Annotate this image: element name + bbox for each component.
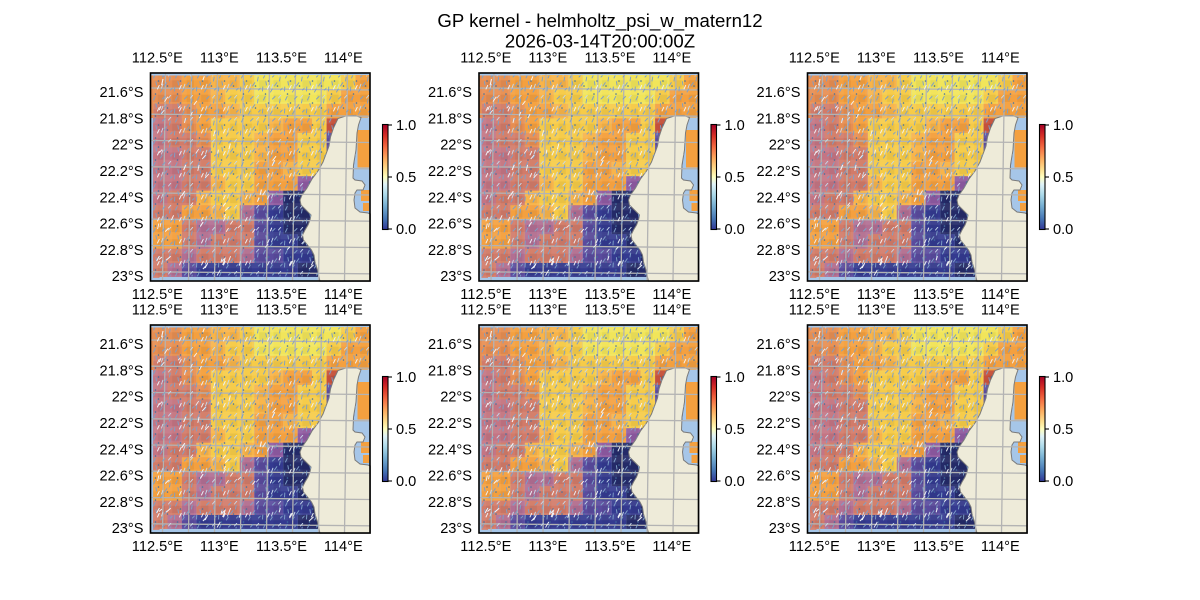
svg-text:GP kernel - helmholtz_psi_w_ma: GP kernel - helmholtz_psi_w_matern12 (437, 10, 762, 32)
svg-text:2026-03-14T20:00:00Z: 2026-03-14T20:00:00Z (505, 30, 695, 51)
